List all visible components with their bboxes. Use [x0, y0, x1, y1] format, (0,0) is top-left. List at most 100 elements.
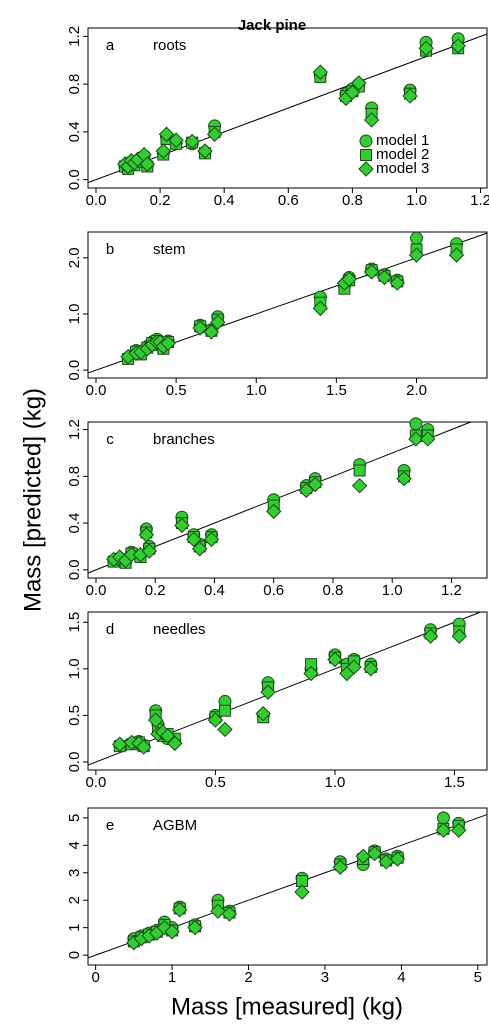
plot-frame: [87, 231, 488, 379]
point: [155, 143, 172, 159]
legend-marker: [360, 149, 372, 161]
point: [451, 628, 467, 644]
point: [376, 269, 393, 286]
y-tick-label: 5: [66, 814, 83, 822]
plot-frame: [87, 27, 488, 189]
x-tick-label: 0.0: [86, 582, 107, 599]
point: [112, 736, 128, 752]
point: [164, 924, 180, 940]
x-tick-label: 0.2: [150, 192, 171, 209]
point: [344, 84, 361, 101]
point: [197, 143, 213, 159]
point: [260, 684, 276, 700]
point: [418, 40, 434, 57]
point: [409, 231, 423, 245]
point: [327, 651, 343, 668]
point: [435, 822, 452, 838]
panel-title: branches: [153, 431, 215, 448]
point: [298, 482, 315, 499]
legend-marker: [359, 134, 373, 148]
y-tick-label: 1.0: [66, 304, 83, 325]
x-tick-label: 1.0: [382, 582, 403, 599]
y-tick-label: 0.0: [66, 169, 83, 190]
legend-label: model 3: [376, 160, 429, 177]
x-tick-label: 3: [321, 969, 329, 986]
x-tick-label: 0.6: [278, 192, 299, 209]
point: [366, 845, 383, 862]
plot-frame: [87, 807, 488, 966]
y-tick-label: 0.4: [66, 121, 83, 142]
y-tick-label: 1: [66, 923, 83, 931]
x-tick-label: 0.8: [342, 192, 363, 209]
x-tick-label: 0.5: [166, 382, 187, 399]
point: [167, 735, 183, 752]
panel-letter: b: [106, 241, 114, 258]
point: [451, 822, 467, 838]
point: [158, 126, 175, 142]
point: [221, 906, 238, 922]
y-tick-label: 0.4: [66, 513, 83, 534]
y-tick-label: 0.0: [66, 752, 83, 773]
plot-frame: [87, 421, 488, 579]
point: [351, 75, 367, 91]
y-tick-label: 1.5: [66, 612, 83, 633]
point: [187, 919, 203, 936]
y-tick-label: 0.0: [66, 559, 83, 580]
point: [396, 470, 412, 487]
point: [351, 477, 368, 494]
x-tick-label: 0.4: [204, 582, 225, 599]
y-tick-label: 2.0: [66, 247, 83, 268]
point: [141, 543, 158, 559]
point: [138, 527, 155, 543]
point: [186, 531, 202, 548]
panel-title: stem: [153, 241, 186, 258]
one-to-one-line: [87, 33, 488, 184]
point: [312, 300, 329, 317]
panel-title: roots: [153, 37, 186, 54]
x-axis-label: Mass [measured] (kg): [171, 993, 403, 1020]
point: [312, 64, 329, 80]
point: [210, 903, 226, 919]
point: [147, 712, 164, 728]
point: [422, 628, 439, 644]
panel-letter: d: [106, 621, 114, 638]
x-tick-label: 0.0: [85, 774, 106, 791]
point: [420, 431, 436, 447]
x-tick-label: 0.0: [86, 192, 107, 209]
y-tick-label: 2: [66, 896, 83, 904]
point: [294, 884, 310, 900]
point: [217, 721, 233, 738]
point: [191, 541, 208, 557]
point: [266, 503, 282, 520]
point: [450, 38, 466, 54]
point: [210, 314, 226, 331]
x-tick-label: 0.0: [86, 382, 107, 399]
chart-title: Jack pine: [238, 17, 306, 34]
point: [436, 811, 450, 825]
point: [192, 320, 208, 336]
point: [346, 659, 362, 675]
x-tick-label: 1.0: [406, 192, 427, 209]
x-tick-label: 0.5: [205, 774, 226, 791]
point: [363, 264, 380, 280]
y-tick-label: 0.8: [66, 466, 83, 487]
point: [174, 517, 190, 534]
x-tick-label: 0.6: [263, 582, 284, 599]
x-tick-label: 1.0: [325, 774, 346, 791]
point: [448, 247, 465, 263]
y-tick-label: 0.5: [66, 705, 83, 726]
point: [218, 704, 231, 717]
x-tick-label: 1.5: [444, 774, 465, 791]
y-tick-label: 0.0: [66, 360, 83, 381]
point: [135, 739, 152, 755]
x-tick-label: 1.2: [441, 582, 462, 599]
x-tick-label: 0.8: [323, 582, 344, 599]
x-tick-label: 0.2: [145, 582, 166, 599]
panel-letter: e: [106, 817, 114, 834]
one-to-one-line: [87, 611, 481, 766]
legend-marker: [358, 161, 374, 177]
plot-frame: [87, 611, 488, 771]
point: [332, 859, 348, 875]
x-tick-label: 5: [474, 969, 482, 986]
y-tick-label: 4: [66, 841, 83, 849]
